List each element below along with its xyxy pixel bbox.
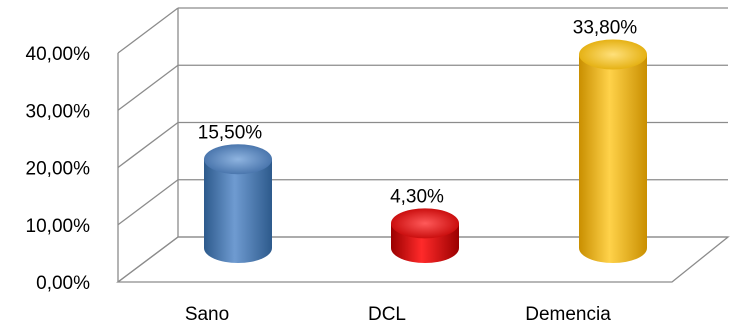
bar: 33,80% [573, 17, 647, 264]
data-label: 4,30% [390, 186, 444, 207]
bar-body [579, 54, 647, 264]
side-gridline [117, 121, 179, 169]
data-label: 15,50% [198, 122, 263, 143]
side-gridline [117, 7, 179, 54]
bar-top [391, 208, 459, 239]
side-gridline [117, 179, 179, 226]
bar: 4,30% [390, 186, 459, 263]
bar-top [204, 144, 272, 175]
x-tick-label: Demencia [525, 304, 611, 325]
y-tick-label: 0,00% [36, 273, 90, 294]
x-tick-label: Sano [185, 304, 229, 325]
y-axis: 0,00% 10,00% 20,00% 30,00% 40,00% [26, 44, 91, 294]
bar: 15,50% [198, 122, 272, 263]
y-tick-label: 40,00% [26, 44, 91, 65]
bar-body [204, 159, 272, 263]
y-tick-label: 10,00% [26, 216, 91, 237]
bar-top [579, 39, 647, 70]
side-gridline [117, 64, 179, 111]
x-axis: Sano DCL Demencia [185, 304, 611, 325]
y-tick-label: 20,00% [26, 159, 91, 180]
bars: 15,50% 4,30% 33,80% [198, 17, 647, 264]
data-label: 33,80% [573, 17, 638, 38]
floor [116, 236, 730, 283]
y-tick-label: 30,00% [26, 101, 91, 122]
x-tick-label: DCL [368, 304, 406, 325]
